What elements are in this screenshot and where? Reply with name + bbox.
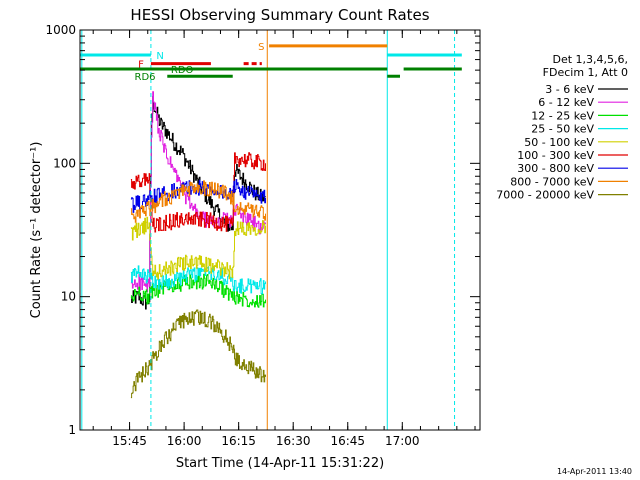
legend-label-6: 100 - 300 keV xyxy=(517,149,594,162)
y-tick-label-1: 1 xyxy=(68,423,76,437)
plot-frame xyxy=(79,29,481,431)
flag-label-rd6: RD6 xyxy=(135,72,156,83)
legend-label-4: 25 - 50 keV xyxy=(531,123,594,136)
y-tick-label-4: 1000 xyxy=(45,23,76,37)
legend-header-2: FDecim 1, Att 0 xyxy=(543,66,628,79)
x-tick-label-4: 16:30 xyxy=(276,434,311,448)
y-tick-label-2: 10 xyxy=(61,290,76,304)
vline-layer xyxy=(81,30,456,430)
x-tick-label-5: 16:45 xyxy=(330,434,365,448)
footer-date: 14-Apr-2011 13:40 xyxy=(557,467,632,476)
x-axis-label: Start Time (14-Apr-11 15:31:22) xyxy=(176,456,384,471)
x-tick-label-2: 16:00 xyxy=(167,434,202,448)
series-line-7000-20000kev xyxy=(130,309,266,399)
series-line-100-300kev xyxy=(130,152,266,233)
x-tick-label-1: 15:45 xyxy=(112,434,147,448)
flag-label-f: F xyxy=(138,60,144,71)
flag-label-rd0: RDO xyxy=(171,65,194,76)
series-line-3-6kev xyxy=(130,96,266,310)
flag-label-s: S xyxy=(258,42,264,53)
flag-label-n: N xyxy=(156,51,163,62)
x-tick-label-3: 16:15 xyxy=(221,434,256,448)
y-tick-label-3: 100 xyxy=(53,156,76,170)
series-line-25-50kev xyxy=(130,265,266,295)
legend-label-2: 6 - 12 keV xyxy=(538,96,594,109)
series-line-50-100kev xyxy=(130,216,266,280)
axis-layer: 15:45 16:00 16:15 16:30 16:45 17:00 1 10 100 1000 xyxy=(45,23,480,448)
legend-label-9: 7000 - 20000 keV xyxy=(496,189,594,202)
legend-label-7: 300 - 800 keV xyxy=(517,162,594,175)
legend-header-1: Det 1,3,4,5,6, xyxy=(552,53,628,66)
series-line-800-7000kev xyxy=(130,180,266,223)
series-layer xyxy=(130,91,266,399)
y-axis-label: Count Rate (s⁻¹ detector⁻¹) xyxy=(29,142,44,319)
legend-label-8: 800 - 7000 keV xyxy=(510,175,594,188)
legend: Det 1,3,4,5,6,FDecim 1, Att 0 3 - 6 keV6 … xyxy=(496,53,628,202)
chart-title: HESSI Observing Summary Count Rates xyxy=(130,6,429,24)
x-tick-label-6: 17:00 xyxy=(385,434,420,448)
flag-layer: N S F RDO RD6 xyxy=(80,42,462,83)
legend-label-1: 3 - 6 keV xyxy=(545,83,594,96)
legend-label-5: 50 - 100 keV xyxy=(524,136,594,149)
legend-label-3: 12 - 25 keV xyxy=(531,109,594,122)
